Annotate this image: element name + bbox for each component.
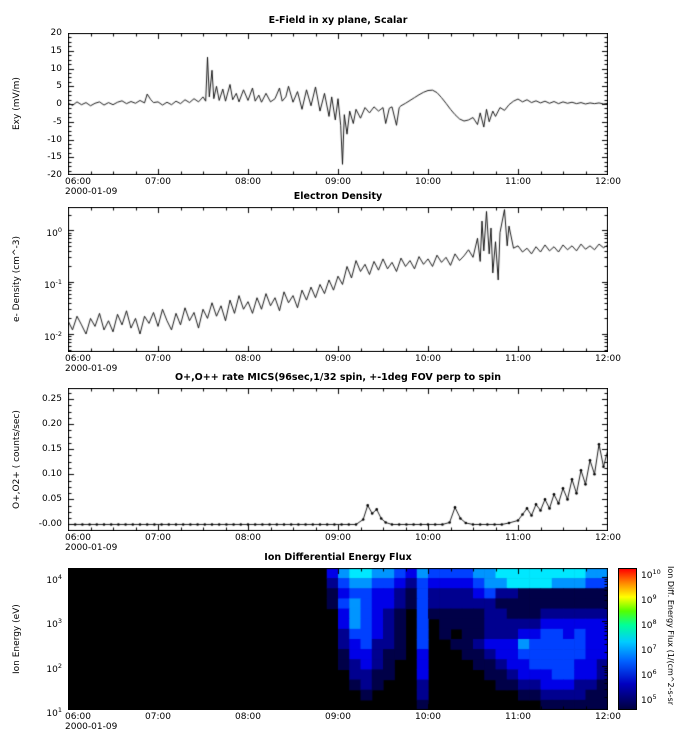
x-tick-label: 08:00 xyxy=(235,533,261,543)
y-tick-label: -10 xyxy=(47,134,62,145)
date-label: 2000-01-09 xyxy=(65,187,118,197)
efield-plot-canvas xyxy=(68,33,608,175)
y-tick-label: 0.10 xyxy=(41,469,62,480)
panel-oplus-rate-title: O+,O++ rate MICS(96sec,1/32 spin, +-1deg… xyxy=(175,372,501,383)
y-tick-label: -15 xyxy=(47,152,62,163)
y-tick-label: 101 xyxy=(46,706,62,719)
x-tick-label: 10:00 xyxy=(415,177,441,187)
x-tick-label: 10:00 xyxy=(415,354,441,364)
panel-electron-density-title: Electron Density xyxy=(293,191,383,202)
y-tick-label: 15 xyxy=(50,45,62,56)
date-label: 2000-01-09 xyxy=(65,543,118,553)
x-tick-label: 06:00 xyxy=(65,533,91,543)
electron-density-plot-canvas xyxy=(68,207,608,352)
y-tick-label: 5 xyxy=(56,81,62,92)
colorbar xyxy=(618,568,637,710)
x-tick-label: 07:00 xyxy=(145,354,171,364)
y-tick-label: 10-1 xyxy=(44,278,62,292)
x-tick-label: 09:00 xyxy=(325,177,351,187)
date-label: 2000-01-09 xyxy=(65,364,118,374)
colorbar-tick-label: 109 xyxy=(641,593,657,607)
colorbar-tick-label: 1010 xyxy=(641,568,661,582)
x-tick-label: 08:00 xyxy=(235,354,261,364)
x-tick-label: 09:00 xyxy=(325,354,351,364)
y-tick-label: -20 xyxy=(47,170,62,180)
x-tick-label: 06:00 xyxy=(65,354,91,364)
x-tick-label: 08:00 xyxy=(235,177,261,187)
panel-oplus-rate-y-axis-label: O+,O2+ ( counts/sec) xyxy=(12,410,22,509)
panel-ion-flux-y-axis-label: Ion Energy (eV) xyxy=(12,604,22,674)
x-tick-label: 11:00 xyxy=(505,712,531,722)
x-tick-label: 10:00 xyxy=(415,533,441,543)
colorbar-title: Ion Diff. Energy Flux (1/(cm^2-s-sr xyxy=(666,566,675,705)
x-tick-label: 12:00 xyxy=(595,354,621,364)
x-tick-label: 11:00 xyxy=(505,533,531,543)
y-tick-label: 0.25 xyxy=(41,394,62,405)
x-tick-label: 07:00 xyxy=(145,533,171,543)
y-tick-label: 20 xyxy=(50,28,62,38)
y-tick-label: 103 xyxy=(46,617,62,631)
x-tick-label: 12:00 xyxy=(595,177,621,187)
panel-efield-title: E-Field in xy plane, Scalar xyxy=(268,15,408,26)
oplus-rate-plot-canvas xyxy=(68,388,608,531)
colorbar-tick-label: 107 xyxy=(641,643,657,657)
y-tick-label: 104 xyxy=(46,572,62,586)
date-label: 2000-01-09 xyxy=(65,722,118,732)
x-tick-label: 09:00 xyxy=(325,533,351,543)
ion-flux-spectrogram-canvas xyxy=(68,568,608,710)
y-tick-label: 100 xyxy=(46,226,62,240)
colorbar-tick-label: 108 xyxy=(641,618,657,632)
x-tick-label: 11:00 xyxy=(505,354,531,364)
x-tick-label: 07:00 xyxy=(145,177,171,187)
colorbar-tick-label: 105 xyxy=(641,693,657,707)
y-tick-label: -5 xyxy=(53,116,62,127)
colorbar-tick-label: 106 xyxy=(641,668,657,682)
x-tick-label: 06:00 xyxy=(65,712,91,722)
x-tick-label: 07:00 xyxy=(145,712,171,722)
y-tick-label: 0.20 xyxy=(41,419,62,430)
x-tick-label: 12:00 xyxy=(595,533,621,543)
y-tick-label: 0.15 xyxy=(41,444,62,455)
y-tick-label: 0.05 xyxy=(41,494,62,505)
y-tick-label: -0.00 xyxy=(38,519,62,530)
x-tick-label: 08:00 xyxy=(235,712,261,722)
x-tick-label: 11:00 xyxy=(505,177,531,187)
x-tick-label: 09:00 xyxy=(325,712,351,722)
x-tick-label: 06:00 xyxy=(65,177,91,187)
y-tick-label: 0 xyxy=(56,99,62,109)
panel-ion-flux-title: Ion Differential Energy Flux xyxy=(264,552,412,563)
y-tick-label: 10 xyxy=(50,63,62,74)
y-tick-label: 10-2 xyxy=(44,330,62,343)
x-tick-label: 10:00 xyxy=(415,712,441,722)
x-tick-label: 12:00 xyxy=(595,712,621,722)
y-tick-label: 102 xyxy=(46,661,62,675)
